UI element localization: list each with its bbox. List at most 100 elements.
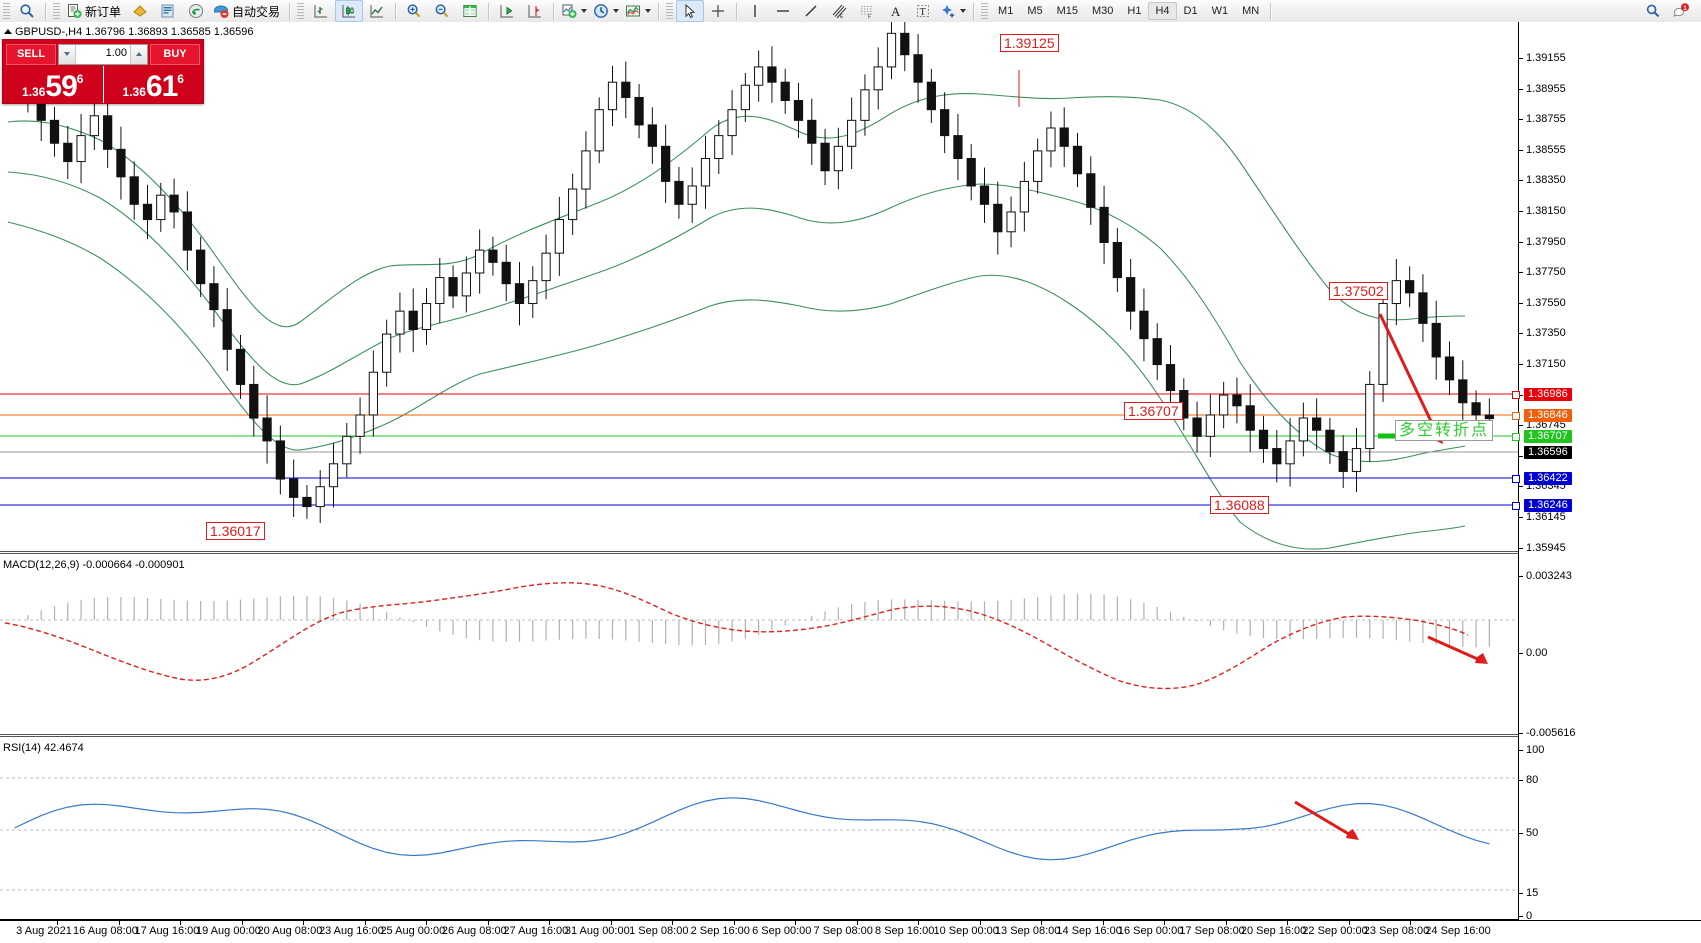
annotation-1-36017[interactable]: 1.36017 [206, 522, 265, 540]
bar-chart-icon[interactable] [307, 0, 335, 22]
volume-value[interactable]: 1.00 [105, 46, 127, 59]
volume-input[interactable]: 1.00 [58, 43, 148, 65]
chevron-down-icon-4[interactable] [960, 9, 967, 13]
time-tick-sep [549, 921, 551, 925]
chevron-down-icon[interactable] [581, 9, 588, 13]
price-level-handle[interactable] [1512, 502, 1520, 510]
one-click-trading-panel[interactable]: SELL 1.00 BUY 1.36 59 6 1.36 61 6 [2, 39, 204, 104]
autotrading-button[interactable]: 自动交易 [210, 0, 285, 22]
annotation-turning-point[interactable]: 多空转折点 [1395, 420, 1494, 441]
timeframe-w1[interactable]: W1 [1211, 5, 1229, 17]
main-toolbar: 新订单 自动交易 [0, 0, 1701, 23]
toolbar-grip[interactable] [3, 2, 10, 20]
candlestick-chart-icon[interactable] [335, 0, 364, 22]
toolbar-grip-2[interactable] [53, 2, 60, 20]
buy-price-fraction: 6 [177, 72, 184, 86]
text-label-icon[interactable]: A [881, 0, 909, 22]
timeframe-d1[interactable]: D1 [1183, 5, 1198, 17]
buy-button[interactable]: BUY [150, 43, 200, 65]
toolbar-separator-6 [658, 2, 660, 20]
expert-advisor-icon[interactable] [126, 0, 154, 22]
volume-increase-button[interactable] [130, 44, 147, 64]
chevron-down-icon-2[interactable] [613, 9, 620, 13]
time-tick-sep [1164, 921, 1166, 925]
line-chart-icon[interactable] [363, 0, 391, 22]
price-level-badge[interactable]: 1.36846 [1524, 409, 1572, 422]
svg-text:A: A [891, 4, 901, 19]
time-tick: 24 Sep 16:00 [1425, 925, 1491, 937]
period-clock-icon[interactable] [590, 0, 622, 22]
toolbar-grip-4[interactable] [666, 2, 674, 20]
time-axis[interactable]: 3 Aug 2021 16 Aug 08:00 17 Aug 16:00 19 Aug… [0, 920, 1701, 943]
timeframe-m1[interactable]: M1 [998, 5, 1014, 17]
new-order-button[interactable]: 新订单 [63, 0, 126, 22]
templates-icon[interactable] [622, 0, 654, 22]
time-tick-sep [610, 921, 612, 925]
toolbar-grip-3[interactable] [297, 2, 305, 20]
annotation-high[interactable]: 1.39125 [1000, 34, 1059, 52]
rsi-tick: 80 [1519, 774, 1538, 786]
price-level-badge[interactable]: 1.36596 [1524, 446, 1572, 459]
price-level-handle[interactable] [1512, 412, 1520, 420]
sell-price[interactable]: 1.36 59 6 [3, 66, 103, 103]
toolbar-separator-9 [1270, 2, 1272, 20]
crosshair-icon[interactable] [704, 0, 732, 22]
rsi-pane[interactable]: RSI(14) 42.4674 [0, 740, 1518, 920]
sell-button[interactable]: SELL [6, 43, 56, 65]
timeframe-mn[interactable]: MN [1242, 5, 1260, 17]
time-tick-sep [1410, 921, 1411, 925]
fibonacci-icon[interactable]: F [853, 0, 881, 22]
price-level-badge[interactable]: 1.36707 [1524, 430, 1572, 443]
timeframe-h1[interactable]: H1 [1127, 5, 1142, 17]
chevron-down-icon-3[interactable] [645, 9, 652, 13]
annotation-1-36707[interactable]: 1.36707 [1124, 402, 1183, 420]
shapes-icon[interactable] [937, 0, 969, 22]
toolbar-grip-5[interactable] [981, 2, 989, 20]
add-indicator-icon[interactable] [558, 0, 590, 22]
price-tick: 1.39155 [1519, 52, 1566, 64]
auto-scroll-icon[interactable] [493, 0, 521, 22]
data-window-icon[interactable] [456, 0, 484, 22]
price-level-badge[interactable]: 1.36246 [1524, 499, 1572, 512]
annotation-1-37502[interactable]: 1.37502 [1329, 282, 1388, 300]
signal-icon[interactable] [182, 0, 210, 22]
price-level-badge[interactable]: 1.36422 [1524, 472, 1572, 485]
time-tick: 8 Sep 16:00 [875, 925, 935, 937]
timeframe-m5[interactable]: M5 [1027, 5, 1043, 17]
price-level-badge[interactable]: 1.36986 [1524, 388, 1572, 401]
price-level-handle[interactable] [1512, 475, 1520, 483]
time-tick-sep [180, 921, 182, 925]
chart-area[interactable]: GBPUSD-,H4 1.36796 1.36893 1.36585 1.365… [0, 22, 1701, 943]
cursor-icon[interactable] [676, 0, 705, 22]
horizontal-line-icon[interactable] [769, 0, 797, 22]
price-level-handle[interactable] [1512, 391, 1520, 399]
svg-text:1: 1 [1683, 5, 1687, 12]
chart-shift-icon[interactable] [521, 0, 549, 22]
search-icon[interactable] [1639, 0, 1667, 22]
time-tick: 17 Aug 16:00 [134, 925, 200, 937]
equidistant-channel-icon[interactable]: E [825, 0, 853, 22]
terminal-icon[interactable] [154, 0, 182, 22]
vertical-line-icon[interactable] [741, 0, 769, 22]
zoom-in-icon[interactable] [400, 0, 428, 22]
price-level-handle[interactable] [1512, 433, 1520, 441]
buy-price[interactable]: 1.36 61 6 [102, 66, 204, 103]
zoom-out-icon[interactable] [428, 0, 456, 22]
symbol-info-text: GBPUSD-,H4 1.36796 1.36893 1.36585 1.365… [15, 26, 254, 38]
timeframe-m30[interactable]: M30 [1092, 5, 1114, 17]
macd-pane[interactable]: MACD(12,26,9) -0.000664 -0.000901 [0, 557, 1518, 737]
price-tick: 1.37550 [1519, 297, 1566, 309]
new-order-label: 新订单 [85, 4, 122, 19]
text-icon[interactable]: T [909, 0, 937, 22]
price-axis[interactable]: 1.39155 1.38955 1.38755 1.38555 1.38350 1.381… [1512, 22, 1701, 922]
timeframe-m15[interactable]: M15 [1056, 5, 1078, 17]
price-pane[interactable]: 1.39125 1.37502 1.36707 1.36017 1.36088 … [0, 22, 1518, 554]
annotation-1-36088[interactable]: 1.36088 [1210, 496, 1269, 514]
volume-dropdown-button[interactable] [59, 44, 76, 64]
magnifier-icon[interactable] [13, 0, 41, 22]
alerts-icon[interactable]: 1 [1667, 0, 1695, 22]
time-tick: 23 Aug 16:00 [318, 925, 384, 937]
timeframe-h4[interactable]: H4 [1148, 2, 1177, 20]
trendline-icon[interactable] [797, 0, 825, 22]
price-tick: 1.37150 [1519, 358, 1566, 370]
